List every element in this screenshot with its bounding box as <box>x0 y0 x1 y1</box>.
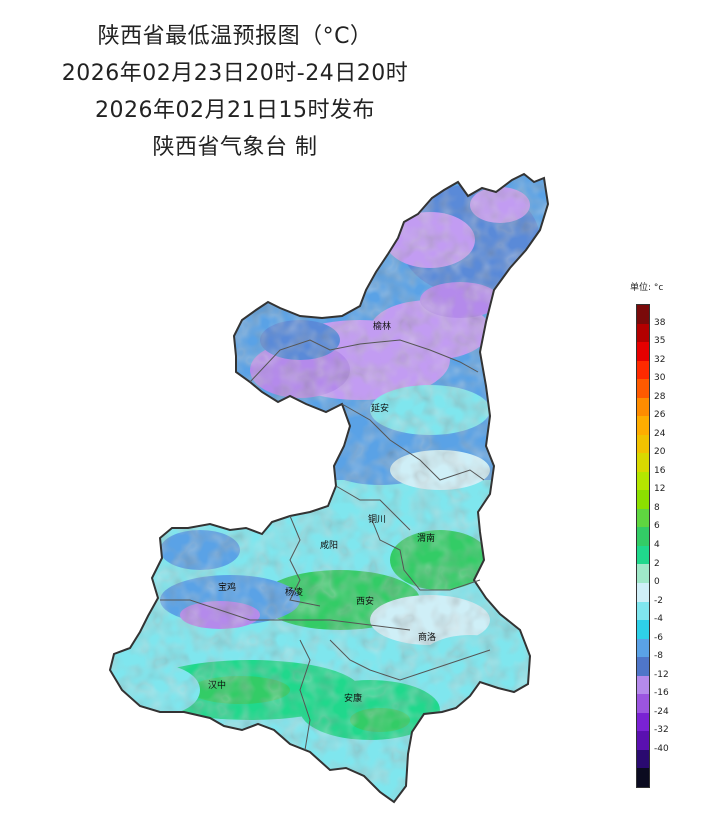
legend-swatch <box>637 638 649 658</box>
legend-tick-label: 6 <box>654 521 660 532</box>
legend-swatch <box>637 545 649 565</box>
legend-tick-label: 20 <box>654 447 666 458</box>
legend-tick-label: 32 <box>654 354 666 365</box>
legend-swatch <box>637 694 649 713</box>
legend-swatch <box>637 471 649 491</box>
legend-tick-label: -6 <box>654 632 663 643</box>
legend-swatch <box>637 749 649 769</box>
legend-tick-label: 2 <box>654 558 660 569</box>
legend-tick-label: -8 <box>654 651 663 662</box>
legend-tick-label: 30 <box>654 373 666 384</box>
city-label: 延安 <box>371 402 389 414</box>
legend-unit-label: 单位: °c <box>630 283 664 293</box>
legend-tick-label: 16 <box>654 465 666 476</box>
legend-swatch <box>637 342 649 361</box>
legend-swatch <box>637 657 649 676</box>
legend-swatch <box>637 416 649 435</box>
legend-tick-label: -16 <box>654 688 669 699</box>
legend-tick-label: -12 <box>654 669 669 680</box>
map-title-block: 陕西省最低温预报图（°C） 2026年02月23日20时-24日20时 2026… <box>0 18 470 166</box>
legend-swatch <box>637 620 649 639</box>
legend-swatch <box>637 305 649 324</box>
city-label: 商洛 <box>418 631 436 643</box>
legend-swatch <box>637 490 649 509</box>
forecast-period: 2026年02月23日20时-24日20时 <box>61 61 409 86</box>
legend-tick-label: -4 <box>654 614 663 625</box>
legend-swatch <box>637 731 649 750</box>
legend-tick-label: 35 <box>654 336 666 347</box>
city-label: 杨凌 <box>285 586 303 598</box>
city-label: 渭南 <box>417 532 435 544</box>
legend-swatch <box>637 675 649 695</box>
legend-tick-label: -2 <box>654 595 663 606</box>
legend-tick-label: -40 <box>654 743 669 754</box>
legend-swatch <box>637 434 649 454</box>
legend-tick-label: 24 <box>654 428 666 439</box>
legend-swatch <box>637 527 649 546</box>
issuer: 陕西省气象台 制 <box>152 135 318 160</box>
legend-tick-label: 28 <box>654 391 666 402</box>
legend-swatch <box>637 360 649 380</box>
legend-tick-label: 12 <box>654 484 666 495</box>
legend-tick-label: 0 <box>654 577 660 588</box>
legend-swatch <box>637 379 649 398</box>
legend-swatch <box>637 564 649 583</box>
legend-swatch <box>637 397 649 417</box>
map-title: 陕西省最低温预报图（°C） <box>97 24 373 49</box>
legend-tick-label: 4 <box>654 540 660 550</box>
city-label: 宝鸡 <box>218 581 236 593</box>
legend-tick-label: 38 <box>654 317 666 328</box>
city-label: 榆林 <box>373 320 391 332</box>
legend-color-bar <box>636 304 650 788</box>
issue-time: 2026年02月21日15时发布 <box>95 98 375 123</box>
legend-swatch <box>637 508 649 528</box>
city-label: 安康 <box>344 692 362 704</box>
city-label: 咸阳 <box>320 539 338 551</box>
city-label: 铜川 <box>368 513 386 525</box>
legend-swatch <box>637 768 649 787</box>
legend-swatch <box>637 582 649 602</box>
legend-tick-label: -24 <box>654 706 669 717</box>
legend-swatch <box>637 453 649 472</box>
city-label: 汉中 <box>208 679 226 691</box>
legend-swatch <box>637 601 649 621</box>
legend-tick-label: 8 <box>654 502 660 513</box>
legend-tick-label: 26 <box>654 410 666 421</box>
temperature-map: 榆林 延安 铜川 咸阳 渭南 宝鸡 杨凌 西安 商洛 汉中 安康 <box>109 173 549 803</box>
legend-tick-label: -32 <box>654 725 669 736</box>
legend-swatch <box>637 712 649 732</box>
legend-swatch <box>637 323 649 343</box>
city-label: 西安 <box>356 595 374 607</box>
legend-tick-labels: 38 35 32 30 28 26 24 20 16 12 8 6 4 2 0 -2 -4 -6 -8 -12 -16-… <box>654 304 694 786</box>
